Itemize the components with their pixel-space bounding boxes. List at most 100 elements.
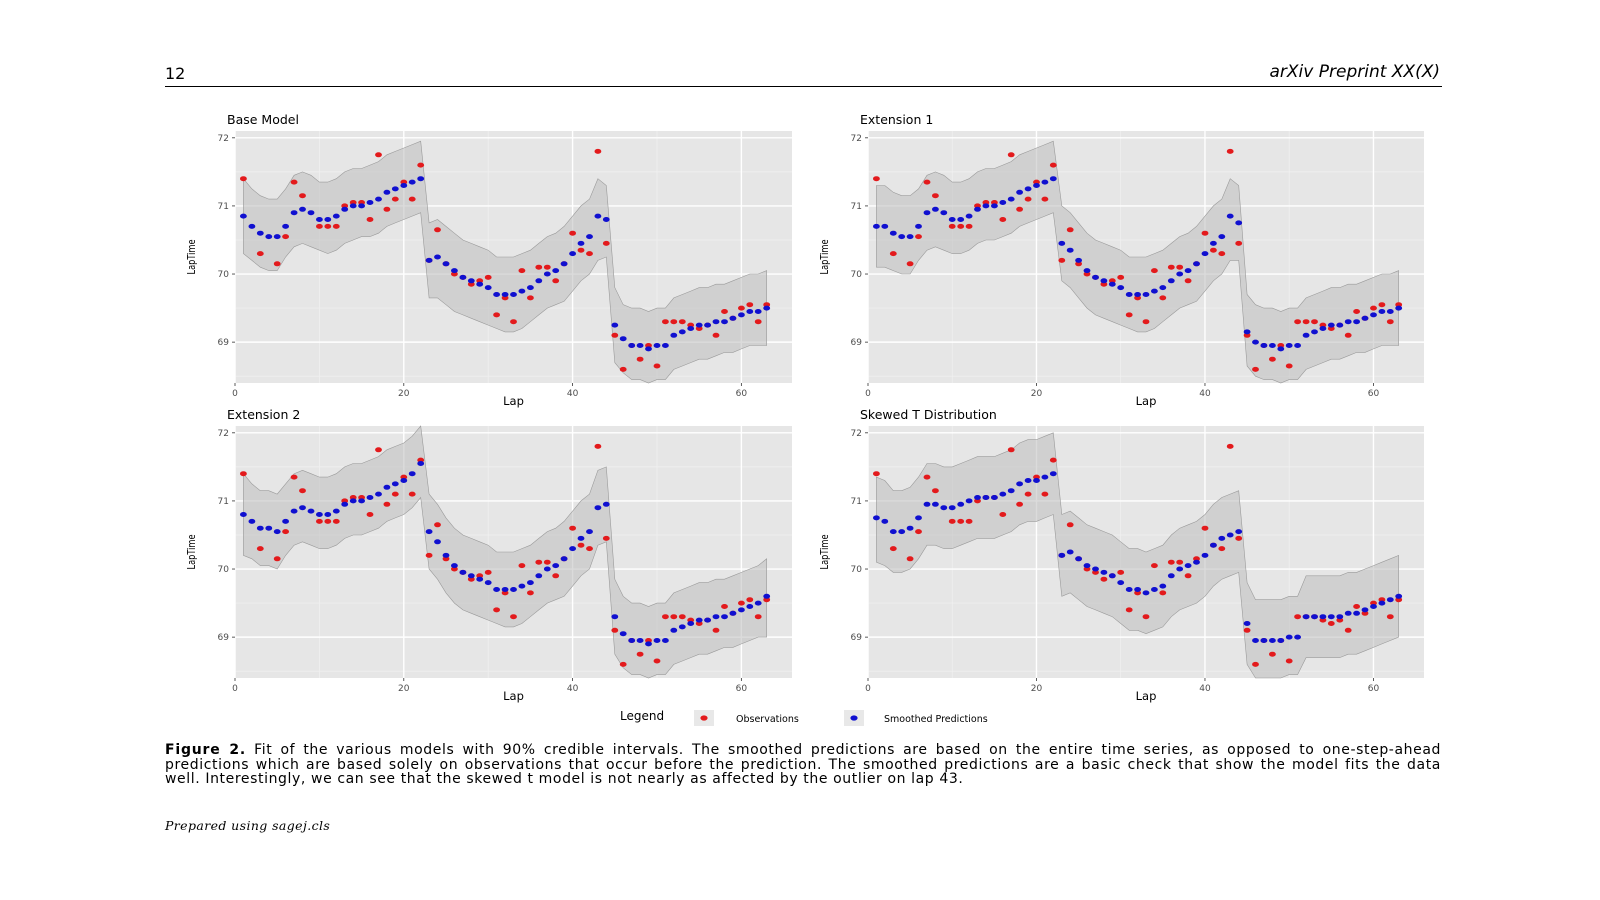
smoothed-point xyxy=(265,234,273,240)
y-axis-label: LapTime xyxy=(819,534,831,569)
chart-panel-1: 0 20 40 60 69 70 71 72 Base Model Lap LapTime xyxy=(186,112,792,408)
smoothed-point xyxy=(510,587,517,592)
observation-point xyxy=(999,512,1007,517)
credible-interval-band xyxy=(876,432,1399,679)
smoothed-point xyxy=(1134,587,1141,592)
smoothed-point xyxy=(1100,278,1108,284)
observation-point xyxy=(965,518,973,524)
observation-point xyxy=(1100,576,1108,582)
observation-point xyxy=(1142,319,1150,325)
observation-point xyxy=(1167,264,1175,270)
observation-point xyxy=(316,223,323,229)
smoothed-point xyxy=(1327,614,1335,620)
y-tick-label: 72 xyxy=(218,429,229,439)
smoothed-point xyxy=(619,336,627,342)
smoothed-point xyxy=(670,627,678,633)
observation-point xyxy=(552,278,560,284)
observation-point xyxy=(1041,196,1049,202)
observation-point xyxy=(366,512,374,517)
smoothed-point xyxy=(400,183,408,188)
smoothed-point xyxy=(704,322,711,328)
smoothed-point xyxy=(476,576,484,582)
y-tick-label: 72 xyxy=(218,134,229,144)
smoothed-point xyxy=(1117,580,1125,586)
smoothed-point xyxy=(349,498,357,504)
smoothed-point xyxy=(628,343,636,348)
observation-point xyxy=(282,234,289,240)
smoothed-point xyxy=(1361,315,1369,321)
smoothed-point xyxy=(948,217,956,222)
chart-panel-2: 0 20 40 60 69 70 71 72 Extension 1 Lap LapTime xyxy=(819,112,1424,408)
smoothed-point xyxy=(425,529,433,535)
observation-point xyxy=(577,247,585,253)
smoothed-point xyxy=(1386,309,1394,314)
smoothed-point xyxy=(434,254,441,260)
smoothed-point xyxy=(1159,583,1167,589)
observation-point xyxy=(746,597,754,603)
smoothed-point xyxy=(1386,597,1394,603)
smoothed-point xyxy=(754,600,762,606)
y-tick-label: 69 xyxy=(851,338,863,348)
smoothed-point xyxy=(467,573,475,579)
observation-point xyxy=(1016,501,1023,507)
smoothed-point xyxy=(484,580,492,586)
chart-title: Base Model xyxy=(227,112,299,127)
smoothed-point xyxy=(476,281,484,287)
smoothed-point xyxy=(611,322,619,328)
observation-point xyxy=(1201,230,1209,236)
smoothed-point xyxy=(974,206,981,212)
smoothed-point xyxy=(383,189,391,195)
smoothed-point xyxy=(594,505,602,511)
header-rule xyxy=(165,86,1442,87)
smoothed-point xyxy=(982,495,990,500)
observation-point xyxy=(417,162,425,168)
observation-point xyxy=(1269,356,1276,362)
observation-point xyxy=(1226,443,1234,449)
smoothed-point xyxy=(417,176,425,182)
smoothed-point xyxy=(1243,329,1251,335)
smoothed-point xyxy=(754,309,762,314)
observation-point xyxy=(391,196,399,202)
observation-point xyxy=(577,542,585,548)
smoothed-point xyxy=(1285,634,1293,640)
smoothed-point xyxy=(1033,478,1040,483)
smoothed-point xyxy=(645,641,652,647)
smoothed-point xyxy=(341,206,349,212)
page-number: 12 xyxy=(165,64,186,83)
observation-point xyxy=(1294,614,1301,620)
observation-point xyxy=(1024,491,1032,497)
smoothed-point xyxy=(1294,343,1301,348)
observation-point xyxy=(527,295,534,301)
observation-point xyxy=(1184,278,1192,284)
observation-point xyxy=(1378,302,1386,308)
smoothed-point xyxy=(518,288,526,294)
observation-point xyxy=(366,217,374,222)
smoothed-point xyxy=(316,512,323,517)
x-tick-label: 20 xyxy=(398,684,410,694)
smoothed-point xyxy=(636,343,644,348)
observation-point xyxy=(273,261,281,267)
observation-point xyxy=(915,234,922,240)
x-tick-label: 60 xyxy=(1368,389,1380,399)
observation-point xyxy=(1302,319,1310,325)
observation-point xyxy=(1041,491,1049,497)
smoothed-point xyxy=(1260,343,1268,348)
smoothed-point xyxy=(1007,196,1015,202)
observation-point xyxy=(408,196,416,202)
smoothed-point xyxy=(366,200,374,205)
observation-point xyxy=(746,302,754,308)
smoothed-point xyxy=(873,515,880,521)
smoothed-point xyxy=(408,471,416,477)
smoothed-point xyxy=(932,501,939,507)
observation-point xyxy=(1058,257,1066,263)
smoothed-point xyxy=(1134,292,1141,297)
smoothed-point xyxy=(1361,607,1369,613)
observation-point xyxy=(1151,268,1158,274)
observation-point xyxy=(408,491,416,497)
observation-point xyxy=(1235,535,1243,541)
observation-point xyxy=(256,546,264,552)
smoothed-point xyxy=(248,518,256,524)
smoothed-point xyxy=(1066,549,1074,555)
observation-point xyxy=(316,518,323,524)
observation-point xyxy=(240,471,247,477)
